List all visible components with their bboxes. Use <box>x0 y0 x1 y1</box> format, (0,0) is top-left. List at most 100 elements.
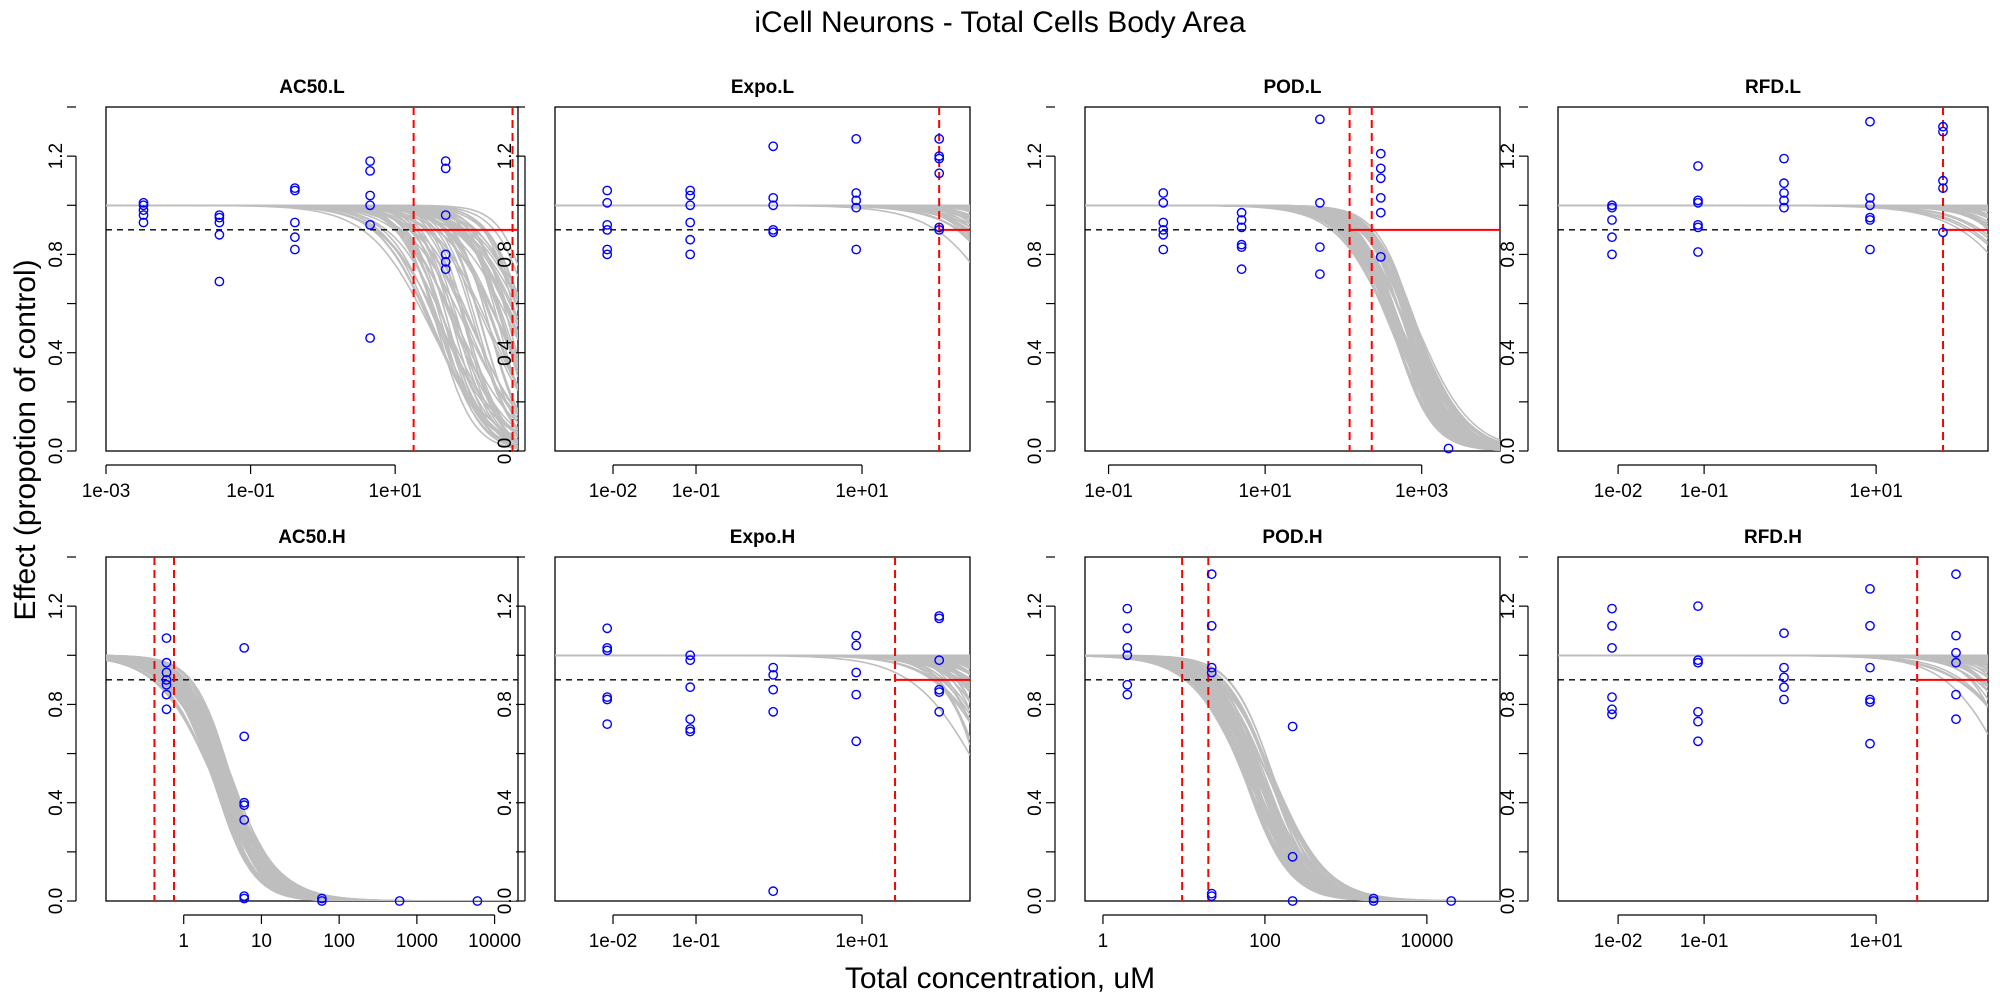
x-tick-label: 1e-01 <box>1084 481 1133 502</box>
fit-curve <box>1085 204 1500 449</box>
y-tick-label: 0.8 <box>46 691 67 717</box>
fit-curve <box>1558 204 1988 239</box>
x-tick-label: 1e-01 <box>1680 931 1729 952</box>
data-point <box>768 662 779 673</box>
y-tick-label: 0.8 <box>46 241 67 267</box>
y-tick-label: 1.2 <box>46 593 67 619</box>
y-tick-label: 0.0 <box>1025 438 1046 464</box>
fit-curve <box>1558 654 1988 693</box>
data-point <box>1779 153 1789 164</box>
data-point <box>602 623 613 634</box>
fit-curve <box>555 654 970 722</box>
data-point <box>1607 232 1617 243</box>
fit-curves <box>1558 204 1988 254</box>
fit-curve <box>555 654 970 658</box>
data-point <box>138 217 149 228</box>
data-point <box>1865 192 1875 203</box>
data-point <box>1865 200 1875 211</box>
fit-curve <box>555 654 970 716</box>
panel-title: RFD.H <box>1744 527 1802 548</box>
panel-pod-l: POD.L 0.0 0.4 0.8 1.2 1e-01 1e+01 1e+03 <box>1025 77 1501 502</box>
data-point <box>1206 667 1217 678</box>
data-point <box>1865 620 1875 631</box>
data-point <box>1158 224 1169 235</box>
plot-frame <box>1084 106 1501 452</box>
data-point <box>365 333 375 343</box>
data-point <box>365 156 375 167</box>
data-points <box>1158 114 1454 454</box>
y-axis: 0.0 0.4 0.8 1.2 <box>1025 556 1056 914</box>
fit-curve <box>1558 654 1988 700</box>
data-point <box>1122 643 1133 653</box>
data-point <box>1158 217 1169 228</box>
data-point <box>851 202 862 213</box>
data-point <box>685 650 696 661</box>
data-point <box>138 210 149 221</box>
fit-curve <box>555 654 970 746</box>
data-points <box>1607 569 1961 749</box>
data-point <box>214 229 225 240</box>
y-axis: 0.0 0.4 0.8 1.2 <box>1025 106 1056 464</box>
data-point <box>1865 584 1875 594</box>
data-point <box>1375 251 1386 262</box>
data-point <box>1122 650 1133 661</box>
data-point <box>1693 197 1703 208</box>
plot-frame <box>554 106 971 452</box>
fit-curves <box>106 654 518 901</box>
x-tick-label: 1e-03 <box>82 481 131 502</box>
data-point <box>289 185 300 196</box>
y-tick-label: 0.4 <box>1498 789 1519 816</box>
data-point <box>1607 603 1617 614</box>
data-point <box>934 655 945 666</box>
data-point <box>602 249 613 260</box>
x-axis: 1e-02 1e-01 1e+01 <box>589 914 889 952</box>
data-point <box>1779 178 1789 189</box>
data-point <box>365 219 375 230</box>
y-tick-label: 0.4 <box>46 339 67 366</box>
fit-curve <box>106 659 518 901</box>
y-tick-label: 0.0 <box>46 888 67 914</box>
data-point <box>1287 851 1298 862</box>
x-axis: 1 100 10000 <box>1098 914 1453 952</box>
data-point <box>1375 207 1386 218</box>
data-point <box>472 896 483 906</box>
data-point <box>316 896 327 906</box>
data-point <box>1607 620 1617 631</box>
data-point <box>440 256 451 267</box>
data-point <box>1122 603 1133 614</box>
data-point <box>1607 215 1617 225</box>
data-point <box>1779 682 1789 693</box>
data-point <box>214 217 225 228</box>
data-point <box>161 679 172 690</box>
x-axis: 1e-02 1e-01 1e+01 <box>1594 914 1903 952</box>
data-point <box>1158 244 1169 255</box>
data-point <box>1951 657 1961 668</box>
data-point <box>161 667 172 678</box>
y-tick-label: 0.8 <box>1498 691 1519 717</box>
data-point <box>1779 672 1789 683</box>
data-point <box>239 643 250 653</box>
data-point <box>365 200 375 211</box>
data-point <box>602 244 613 255</box>
x-axis: 1e-01 1e+01 1e+03 <box>1084 464 1448 502</box>
x-tick-label: 1e-02 <box>589 481 638 502</box>
data-point <box>934 133 945 144</box>
data-point <box>1938 121 1948 132</box>
data-point <box>1236 264 1247 275</box>
data-point <box>1607 709 1617 720</box>
panel-title: AC50.H <box>278 527 346 548</box>
x-tick-label: 1e-02 <box>1594 481 1643 502</box>
panel-pod-h: POD.H 0.0 0.4 0.8 1.2 1 100 10000 <box>1025 527 1501 952</box>
data-point <box>768 227 779 238</box>
x-tick-label: 10000 <box>468 931 521 952</box>
panel-title: POD.H <box>1262 527 1322 548</box>
data-point <box>289 232 300 243</box>
y-tick-label: 0.4 <box>46 789 67 816</box>
data-point <box>1693 657 1703 668</box>
data-point <box>602 645 613 656</box>
data-point <box>1693 736 1703 747</box>
figure-title: iCell Neurons - Total Cells Body Area <box>754 6 1246 39</box>
y-tick-label: 0.4 <box>495 339 516 366</box>
data-point <box>1607 202 1617 213</box>
y-axis: 0.0 0.4 0.8 1.2 <box>495 106 526 464</box>
